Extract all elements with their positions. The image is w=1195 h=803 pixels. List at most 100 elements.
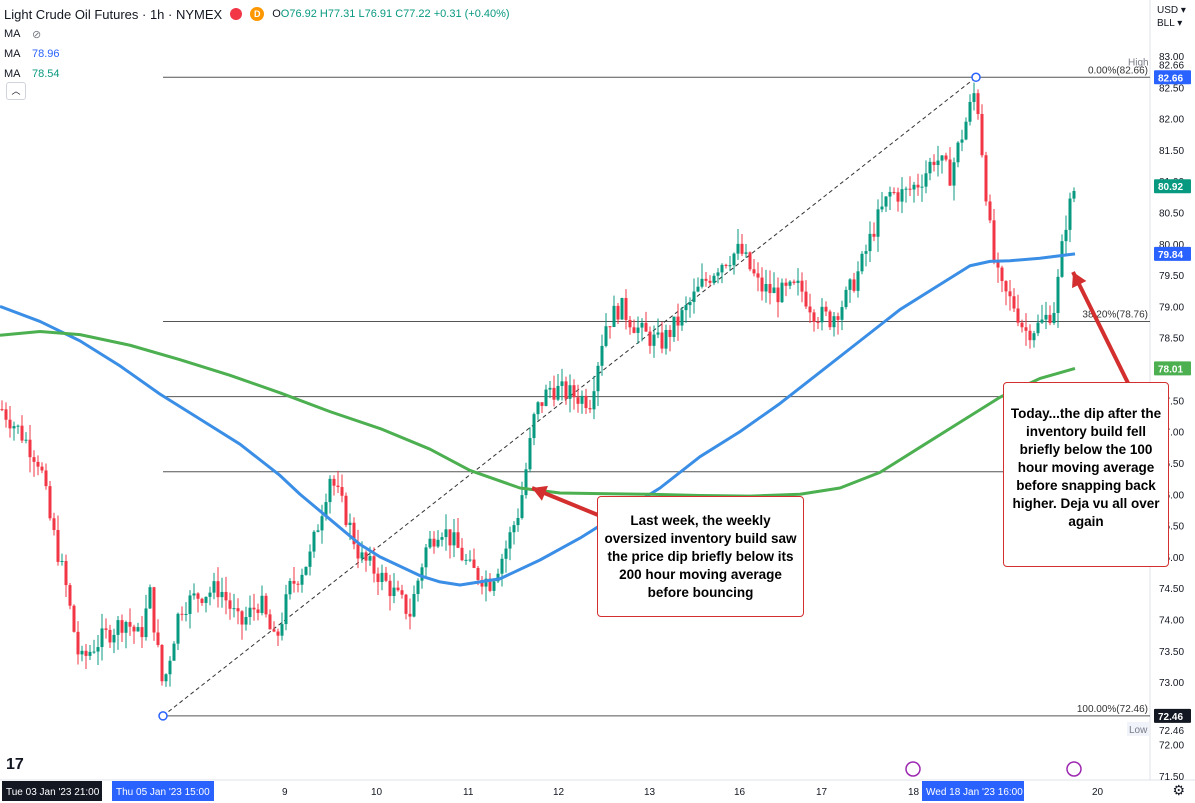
- candle-body: [1028, 330, 1032, 341]
- candle-body: [708, 280, 712, 283]
- candle-body: [1024, 327, 1028, 331]
- candle-body: [400, 590, 404, 595]
- candle-body: [884, 196, 888, 207]
- candle-body: [548, 387, 552, 390]
- tradingview-logo: 17: [6, 756, 24, 773]
- hidden-eye-icon[interactable]: ⊘: [32, 28, 42, 41]
- annotation-last-week-text: Last week, the weekly oversized inventor…: [604, 513, 797, 600]
- candle-body: [828, 311, 832, 328]
- candle-body: [740, 243, 744, 254]
- candle-body: [296, 583, 300, 585]
- ma3-label[interactable]: MA: [4, 68, 21, 80]
- candle-body: [420, 567, 424, 581]
- price-tick-label: 74.00: [1159, 615, 1184, 626]
- candle-body: [196, 593, 200, 599]
- candle-body: [440, 537, 444, 540]
- candle-body: [1036, 322, 1040, 334]
- candle-body: [796, 280, 800, 283]
- candle-body: [64, 560, 68, 586]
- candle-body: [332, 478, 336, 486]
- settings-gear-icon[interactable]: ⚙: [1172, 782, 1185, 798]
- time-tick-label: 12: [553, 787, 565, 798]
- candle-body: [476, 567, 480, 580]
- candle-body: [308, 551, 312, 567]
- ma1-label[interactable]: MA: [4, 28, 21, 40]
- candle-body: [836, 316, 840, 320]
- candle-body: [640, 322, 644, 328]
- ma2-label[interactable]: MA: [4, 48, 21, 60]
- candle-body: [76, 631, 80, 655]
- close-text: C77.22: [395, 8, 431, 20]
- candle-body: [744, 252, 748, 254]
- fib-anchor-low: [158, 711, 168, 721]
- candle-body: [584, 395, 588, 409]
- price-tick-label: 77.50: [1159, 396, 1184, 407]
- candle-body: [112, 634, 116, 643]
- candle-body: [356, 544, 360, 559]
- time-tag: [112, 781, 214, 801]
- candle-body: [552, 387, 556, 400]
- ohlc-values: O76.92 H77.31 L76.91 C77.22 +0.31 (+0.40…: [281, 8, 510, 20]
- price-tag-text: 79.84: [1158, 250, 1183, 261]
- candle-body: [256, 609, 260, 614]
- candle-body: [728, 265, 732, 267]
- annotation-today[interactable]: Today...the dip after the inventory buil…: [1003, 382, 1169, 567]
- delayed-data-icon[interactable]: D: [250, 7, 265, 21]
- candle-body: [372, 556, 376, 574]
- candle-body: [12, 426, 16, 429]
- candle-body: [656, 332, 660, 335]
- candle-body: [284, 594, 288, 625]
- currency-label[interactable]: USD ▾: [1157, 5, 1186, 16]
- price-tag-text: 78.01: [1158, 364, 1183, 375]
- collapse-legend-button[interactable]: ︿: [6, 82, 26, 100]
- candle-body: [812, 312, 816, 322]
- market-status-icon[interactable]: [230, 8, 243, 20]
- unit-label[interactable]: BLL ▾: [1157, 18, 1183, 29]
- candle-body: [320, 516, 324, 531]
- arrow-today: [1071, 271, 1130, 384]
- symbol-title[interactable]: Light Crude Oil Futures · 1h · NYMEX: [4, 6, 223, 22]
- candle-body: [36, 461, 40, 467]
- time-tick-label: 20: [1092, 787, 1104, 798]
- candle-body: [644, 322, 648, 332]
- candle-body: [360, 552, 364, 559]
- candle-body: [56, 530, 60, 562]
- candle-body: [984, 155, 988, 202]
- candle-body: [376, 573, 380, 583]
- candle-body: [160, 644, 164, 682]
- candle-body: [620, 298, 624, 320]
- price-tick-label: 76.00: [1159, 490, 1184, 501]
- candle-body: [0, 409, 4, 411]
- candle-body: [608, 326, 612, 328]
- candle-body: [900, 189, 904, 202]
- candle-body: [164, 674, 168, 682]
- candle-body: [556, 385, 560, 400]
- price-tick-label: 71.50: [1159, 772, 1184, 783]
- currency-unit[interactable]: USD ▾ BLL ▾: [1157, 4, 1191, 30]
- candle-body: [636, 327, 640, 333]
- candle-body: [48, 486, 52, 519]
- candle-body: [564, 381, 568, 399]
- high-price-text: 82.66: [1159, 60, 1184, 71]
- candle-body: [1056, 276, 1060, 313]
- candle-body: [996, 260, 1000, 268]
- candle-body: [1048, 314, 1052, 324]
- candle-body: [408, 613, 412, 617]
- candle-body: [968, 101, 972, 122]
- candle-body: [848, 279, 852, 290]
- price-tick-label: 79.50: [1159, 271, 1184, 282]
- candle-body: [276, 631, 280, 636]
- candle-body: [756, 273, 760, 278]
- candle-body: [124, 622, 128, 633]
- candle-body: [752, 269, 756, 274]
- price-tick-label: 75.50: [1159, 522, 1184, 533]
- price-tag-text: 82.66: [1158, 73, 1183, 84]
- candle-body: [8, 419, 12, 429]
- candle-body: [60, 560, 64, 562]
- candle-body: [816, 321, 820, 323]
- time-tick-label: 17: [816, 787, 828, 798]
- candle-body: [412, 594, 416, 617]
- candle-body: [880, 206, 884, 210]
- annotation-last-week[interactable]: Last week, the weekly oversized inventor…: [597, 496, 804, 617]
